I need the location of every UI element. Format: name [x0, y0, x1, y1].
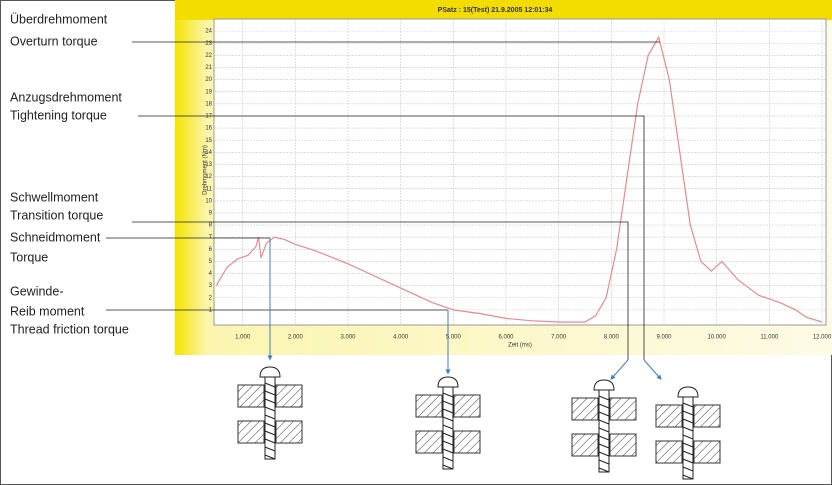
annotation-label: Transition torque	[10, 208, 103, 222]
x-tick-label: 10.000	[707, 335, 726, 341]
screw-diagram	[571, 379, 637, 473]
x-tick-label: 1.000	[235, 335, 251, 341]
annotation-label: Schwellmoment	[10, 190, 99, 204]
axes: 1234567891011121314151617181920212223241…	[205, 19, 832, 341]
screw-diagram	[655, 386, 721, 480]
y-tick-label: 9	[209, 210, 213, 216]
x-tick-label: 7.000	[551, 335, 567, 341]
y-tick-label: 4	[209, 271, 213, 277]
annotation-label: Overturn torque	[10, 34, 98, 48]
y-tick-label: 3	[209, 283, 213, 289]
annotation-label: Schneidmoment	[10, 230, 101, 244]
y-tick-label: 1	[209, 307, 213, 313]
title-bar	[175, 0, 832, 20]
chart-title: PSatz : 15(Test) 21.9.2005 12:01:34	[438, 7, 553, 14]
x-tick-label: 3.000	[340, 335, 356, 341]
y-tick-label: 12	[205, 174, 212, 180]
plot-area	[213, 18, 827, 326]
x-tick-label: 5.000	[446, 335, 462, 341]
screw-diagram	[415, 376, 481, 470]
x-tick-label: 4.000	[393, 335, 409, 341]
x-axis-label: Zeit (ms)	[508, 343, 532, 349]
x-tick-label: 9.000	[656, 335, 672, 341]
data-line	[215, 35, 823, 323]
leader-lines	[106, 41, 660, 360]
y-tick-label: 17	[205, 114, 212, 120]
y-tick-label: 13	[205, 162, 212, 168]
y-tick-label: 10	[205, 198, 212, 204]
annotation-label: Torque	[10, 250, 48, 264]
x-tick-label: 12.000	[813, 335, 832, 341]
y-tick-label: 16	[205, 126, 212, 132]
y-tick-label: 14	[205, 150, 212, 156]
x-tick-label: 6.000	[498, 335, 514, 341]
y-tick-label: 15	[205, 138, 212, 144]
arrows	[267, 238, 662, 380]
x-tick-label: 11.000	[760, 335, 779, 341]
y-tick-label: 19	[205, 89, 212, 95]
y-axis-label: Drehmoment (Nm)	[203, 145, 209, 195]
annotation-label: Überdrehmoment	[10, 12, 108, 26]
y-tick-label: 6	[209, 247, 213, 253]
annotation-label: Anzugsdrehmoment	[10, 90, 122, 104]
y-tick-label: 8	[209, 223, 213, 229]
y-tick-label: 24	[205, 29, 212, 35]
y-tick-label: 18	[205, 101, 212, 107]
y-tick-label: 11	[206, 186, 213, 192]
y-tick-label: 23	[205, 41, 212, 47]
annotation-label: Thread friction torque	[10, 322, 129, 336]
y-tick-label: 2	[209, 295, 213, 301]
y-tick-label: 21	[205, 65, 212, 71]
y-tick-label: 5	[209, 259, 213, 265]
x-tick-label: 2.000	[288, 335, 304, 341]
screw-diagram	[237, 366, 303, 460]
x-tick-label: 8.000	[604, 335, 620, 341]
annotation-label: Reib moment	[10, 304, 85, 318]
y-tick-label: 20	[205, 77, 212, 83]
annotation-label: Tightening torque	[10, 108, 107, 122]
y-tick-label: 22	[205, 53, 212, 59]
annotation-label: Gewinde-	[10, 284, 64, 298]
